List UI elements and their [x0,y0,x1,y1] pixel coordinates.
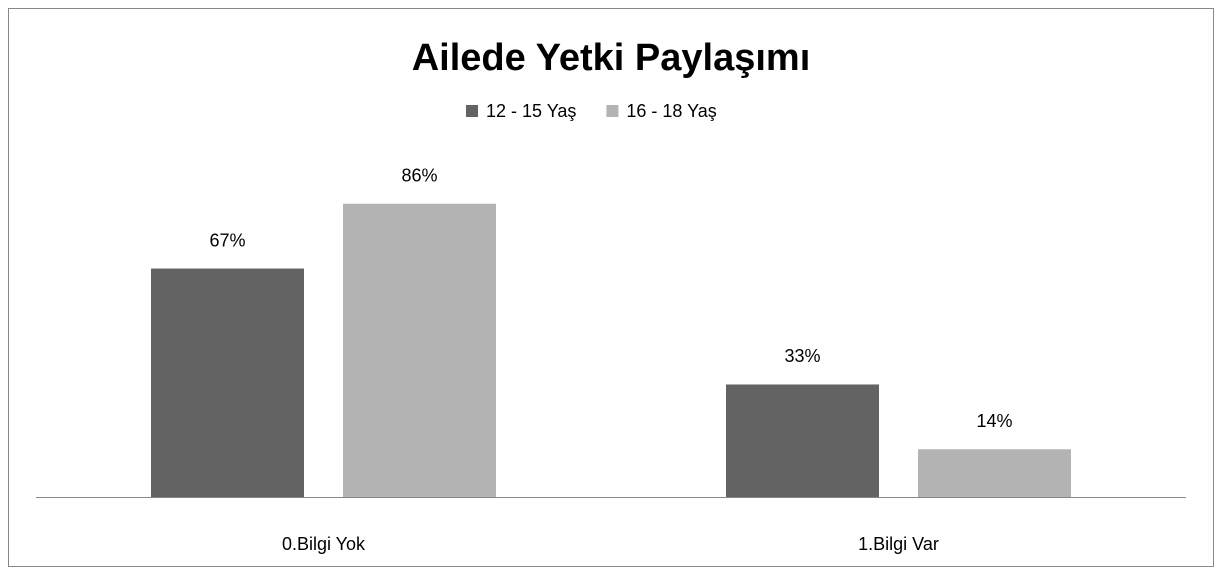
legend-swatch [606,105,619,117]
x-tick-label: 0.Bilgi Yok [282,534,366,554]
bar [151,268,304,497]
bar [918,449,1071,497]
data-label: 33% [784,346,820,366]
data-label: 86% [401,165,437,185]
chart-title: Ailede Yetki Paylaşımı [412,37,811,79]
bar [343,203,496,498]
legend-label: 12 - 15 Yaş [486,101,576,121]
x-tick-label: 1.Bilgi Var [858,534,939,554]
legend-swatch [466,105,478,117]
bar [726,384,879,497]
data-label: 67% [209,230,245,250]
legend-label: 16 - 18 Yaş [626,101,716,121]
data-label: 14% [976,411,1012,431]
